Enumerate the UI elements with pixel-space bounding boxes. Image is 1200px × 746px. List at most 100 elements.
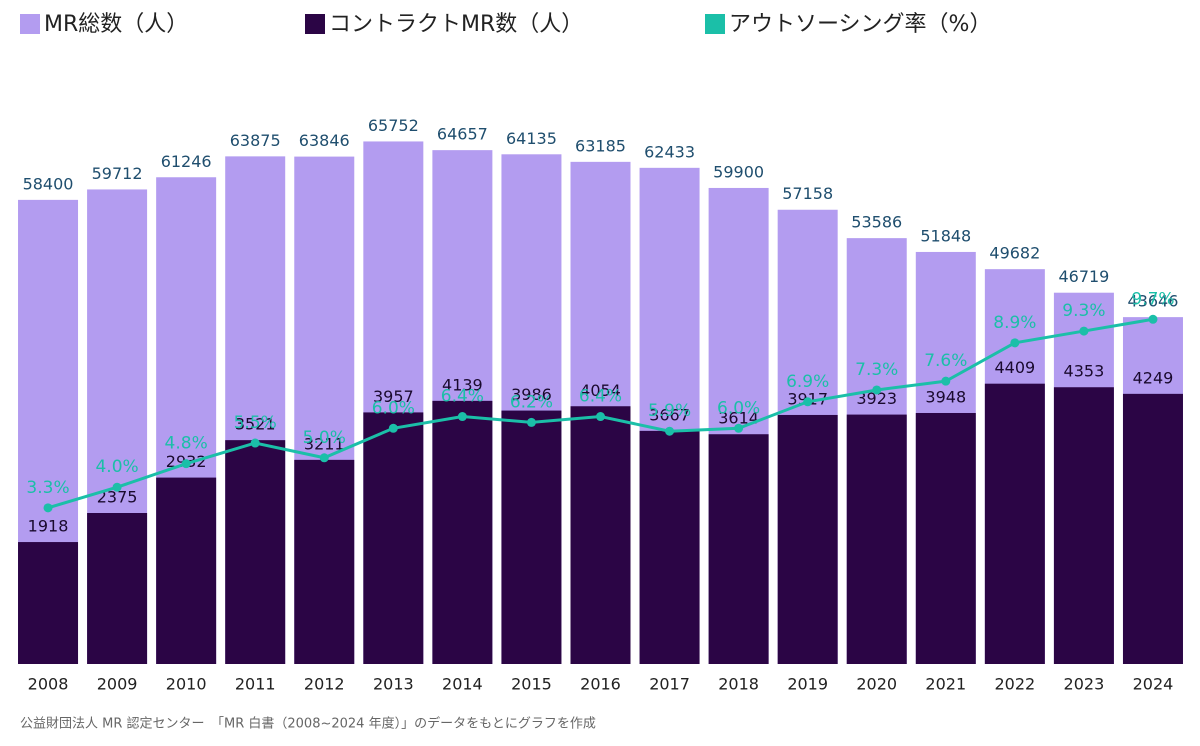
bar <box>432 400 493 664</box>
value-label: 63846 <box>299 131 350 150</box>
value-label: 8.9% <box>993 313 1036 333</box>
bar <box>363 412 424 664</box>
value-label: 59712 <box>92 164 143 183</box>
legend-label: アウトソーシング率（%） <box>729 12 991 37</box>
value-label: 7.6% <box>924 351 967 371</box>
value-label: 6.4% <box>579 387 622 407</box>
bar <box>984 383 1045 664</box>
bar <box>18 542 79 664</box>
value-label: 4249 <box>1133 368 1174 387</box>
x-tick-label: 2021 <box>925 675 966 694</box>
value-label: 4139 <box>442 375 483 394</box>
value-label: 3667 <box>649 405 690 424</box>
point <box>1079 326 1089 336</box>
value-label: 49682 <box>989 244 1040 263</box>
legend-swatch <box>305 14 325 34</box>
x-tick-label: 2022 <box>994 675 1035 694</box>
value-label: 58400 <box>23 174 74 193</box>
x-tick-label: 2009 <box>97 675 138 694</box>
point <box>250 438 260 448</box>
bar <box>777 414 838 664</box>
point <box>596 412 605 422</box>
value-label: 6.9% <box>786 372 829 392</box>
x-tick-label: 2018 <box>718 675 759 694</box>
x-tick-label: 2015 <box>511 675 552 694</box>
bar <box>570 406 631 664</box>
value-label: 64657 <box>437 125 488 144</box>
bar <box>846 414 907 664</box>
point <box>319 453 329 463</box>
value-label: 4.0% <box>95 457 138 477</box>
value-label: 3211 <box>304 434 345 453</box>
value-label: 3986 <box>511 385 552 404</box>
bar <box>294 459 355 664</box>
x-tick-label: 2008 <box>28 675 69 694</box>
point <box>388 423 398 433</box>
point <box>526 417 536 427</box>
point <box>665 426 675 436</box>
bar <box>708 434 769 664</box>
value-label: 64135 <box>506 129 557 148</box>
value-label: 6.4% <box>441 387 484 407</box>
value-label: 43646 <box>1128 292 1179 311</box>
value-label: 59900 <box>713 162 764 181</box>
value-label: 3.3% <box>26 478 69 498</box>
bar <box>225 440 286 664</box>
legend-label: コントラクトMR数（人） <box>329 12 583 37</box>
value-label: 4.8% <box>165 434 208 454</box>
x-tick-label: 2011 <box>235 675 276 694</box>
value-label: 57158 <box>782 184 833 203</box>
value-label: 4409 <box>994 358 1035 377</box>
x-tick-label: 2010 <box>166 675 207 694</box>
legend-swatch <box>20 14 40 34</box>
point <box>803 397 813 407</box>
bar <box>639 430 700 664</box>
value-label: 9.3% <box>1062 301 1105 321</box>
point <box>181 459 191 469</box>
value-label: 4054 <box>580 381 621 400</box>
value-label: 5.5% <box>234 413 277 433</box>
point <box>941 376 951 386</box>
legend-swatch <box>705 14 725 34</box>
bar <box>915 412 976 664</box>
bar <box>156 477 217 664</box>
value-label: 5.0% <box>303 428 346 448</box>
value-label: 4353 <box>1064 362 1105 381</box>
x-tick-label: 2017 <box>649 675 690 694</box>
bar <box>501 410 562 664</box>
value-label: 46719 <box>1058 267 1109 286</box>
x-tick-label: 2019 <box>787 675 828 694</box>
point <box>457 412 467 422</box>
x-tick-label: 2016 <box>580 675 621 694</box>
source-note: 公益財団法人 MR 認定センター 「MR 白書（2008~2024 年度）」のデ… <box>20 716 596 732</box>
value-label: 7.3% <box>855 360 898 380</box>
point <box>734 423 744 433</box>
value-label: 1918 <box>28 517 69 536</box>
point <box>112 482 122 492</box>
value-label: 61246 <box>161 152 212 171</box>
x-tick-label: 2020 <box>856 675 897 694</box>
value-label: 3948 <box>925 387 966 406</box>
point <box>1010 338 1020 348</box>
value-label: 51848 <box>920 226 971 245</box>
value-label: 9.7% <box>1131 289 1174 309</box>
value-label: 3521 <box>235 415 276 434</box>
x-tick-label: 2012 <box>304 675 345 694</box>
value-label: 62433 <box>644 142 695 161</box>
value-label: 6.0% <box>372 398 415 418</box>
value-label: 63185 <box>575 136 626 155</box>
value-label: 3923 <box>856 389 897 408</box>
x-tick-label: 2024 <box>1133 675 1174 694</box>
point <box>43 503 53 513</box>
legend-label: MR総数（人） <box>44 12 188 37</box>
value-label: 6.2% <box>510 392 553 412</box>
x-tick-label: 2023 <box>1064 675 1105 694</box>
point <box>1148 314 1158 324</box>
x-tick-label: 2014 <box>442 675 483 694</box>
value-label: 65752 <box>368 116 419 135</box>
bar <box>87 513 148 664</box>
value-label: 2375 <box>97 488 138 507</box>
x-tick-label: 2013 <box>373 675 414 694</box>
value-label: 6.0% <box>717 398 760 418</box>
